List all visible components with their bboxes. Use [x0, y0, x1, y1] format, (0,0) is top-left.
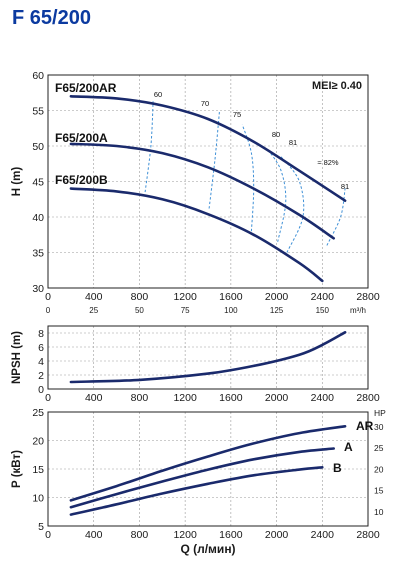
y-axis-label: P (кВт) [11, 450, 23, 488]
series-line [69, 466, 324, 516]
plot-frame [47, 411, 369, 527]
series-line [69, 331, 347, 384]
series-line [69, 425, 347, 502]
series-line [69, 187, 324, 283]
y-tick-label: 25 [32, 407, 44, 419]
x-tick-label: 2000 [265, 529, 289, 541]
y-tick-label: 30 [32, 283, 44, 295]
y-tick-label: 35 [32, 248, 44, 260]
efficiency-label: 60 [154, 90, 162, 99]
series-label: B [333, 461, 342, 475]
secondary-x-tick-label: 150 [316, 306, 330, 315]
y-tick-label: 6 [38, 342, 44, 354]
x-tick-label: 400 [85, 291, 103, 303]
plot-frame [47, 325, 369, 390]
y-tick-label: 2 [38, 370, 44, 382]
efficiency-label: 81 [289, 138, 297, 147]
chart-title: F 65/200 [12, 7, 91, 29]
y-tick-label: 20 [32, 436, 44, 448]
y-axis-label: NPSH (m) [11, 331, 23, 384]
x-tick-label: 0 [45, 392, 51, 404]
y-tick-label: 40 [32, 212, 44, 224]
x-tick-label: 1200 [173, 392, 197, 404]
series-label: F65/200B [55, 173, 108, 187]
efficiency-line [326, 188, 346, 246]
series-label: F65/200AR [55, 81, 117, 95]
x-tick-label: 2800 [356, 291, 380, 303]
secondary-x-tick-label: 50 [135, 306, 144, 315]
x-tick-label: 0 [45, 291, 51, 303]
y-tick-label: 45 [32, 177, 44, 189]
secondary-y-tick-label: 20 [374, 464, 384, 474]
y-tick-label: 8 [38, 328, 44, 340]
efficiency-label: 81 [341, 182, 349, 191]
secondary-x-tick-label: 0 [46, 306, 51, 315]
y-tick-label: 10 [32, 493, 44, 505]
efficiency-label: ≈ 82% [317, 158, 339, 167]
x-tick-label: 800 [131, 529, 149, 541]
x-tick-label: 1200 [173, 291, 197, 303]
power-panel: 5 10 15 20 25 0 400 800 1200 1600 2000 2400 2800 P (к… [11, 407, 386, 556]
secondary-x-tick-label: 100 [224, 306, 238, 315]
secondary-y-tick-label: 10 [374, 507, 384, 517]
mei-label: MEI≥ 0.40 [312, 80, 362, 92]
y-tick-label: 15 [32, 464, 44, 476]
series-label: A [344, 440, 353, 454]
y-tick-label: 60 [32, 70, 44, 82]
secondary-x-unit: m³/h [350, 306, 366, 315]
x-tick-label: 2400 [311, 529, 335, 541]
x-tick-label: 1600 [219, 529, 243, 541]
x-tick-label: 2000 [265, 392, 289, 404]
x-tick-label: 0 [45, 529, 51, 541]
y-tick-label: 4 [38, 356, 44, 368]
secondary-y-unit: HP [374, 408, 386, 418]
x-tick-label: 2400 [311, 291, 335, 303]
series-label: F65/200A [55, 131, 108, 145]
series-label: AR [356, 419, 374, 433]
series-line [69, 95, 347, 202]
x-tick-label: 800 [131, 291, 149, 303]
efficiency-line [280, 156, 305, 253]
secondary-y-tick-label: 30 [374, 422, 384, 432]
efficiency-label: 75 [233, 110, 241, 119]
x-tick-label: 2000 [265, 291, 289, 303]
efficiency-line [144, 101, 154, 193]
y-tick-label: 5 [38, 521, 44, 533]
x-tick-label: 2400 [311, 392, 335, 404]
x-tick-label: 400 [85, 529, 103, 541]
efficiency-line [208, 111, 220, 209]
x-tick-label: 1600 [219, 392, 243, 404]
x-tick-label: 2800 [356, 529, 380, 541]
y-tick-label: 55 [32, 106, 44, 118]
x-tick-label: 400 [85, 392, 103, 404]
x-tick-label: 1600 [219, 291, 243, 303]
efficiency-label: 80 [272, 130, 280, 139]
x-axis-label: Q (л/мин) [180, 542, 235, 556]
x-tick-label: 2800 [356, 392, 380, 404]
x-tick-label: 800 [131, 392, 149, 404]
series-line [69, 142, 335, 240]
secondary-x-tick-label: 125 [270, 306, 284, 315]
series-line [69, 447, 335, 509]
efficiency-label: 70 [201, 99, 209, 108]
y-axis-label: H (m) [11, 167, 23, 197]
secondary-x-tick-label: 25 [89, 306, 98, 315]
secondary-x-tick-label: 75 [181, 306, 190, 315]
x-tick-label: 1200 [173, 529, 197, 541]
y-tick-label: 0 [38, 384, 44, 396]
secondary-y-tick-label: 15 [374, 486, 384, 496]
secondary-y-tick-label: 25 [374, 443, 384, 453]
efficiency-line [266, 148, 287, 242]
y-tick-label: 50 [32, 141, 44, 153]
plot-frame [47, 74, 369, 289]
